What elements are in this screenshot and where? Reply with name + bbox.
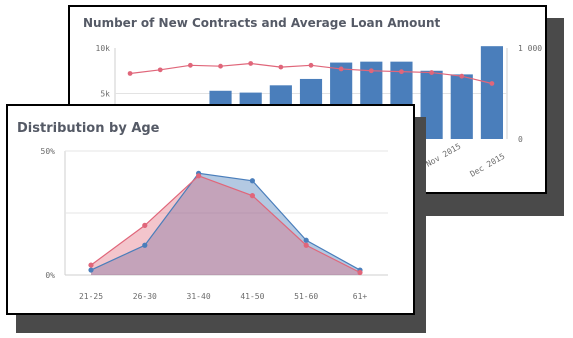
age-y-tick: 0%: [45, 271, 55, 280]
age-series-point: [88, 267, 94, 273]
contracts-x-tick: Nov 2015: [425, 142, 463, 169]
contracts-line-point: [157, 67, 163, 73]
contracts-y2-tick: 0: [518, 135, 523, 144]
contracts-y-tick: 10k: [96, 44, 111, 53]
age-series-point: [303, 237, 309, 243]
contracts-line-point: [187, 62, 193, 68]
age-y-tick: 50%: [41, 147, 56, 156]
contracts-y2-tick: 1 000: [518, 44, 542, 53]
contracts-x-tick: Dec 2015: [469, 152, 507, 179]
contracts-line-point: [489, 81, 495, 86]
age-card: Distribution by Age 50% 0% 21-25 26-30 31-40…: [6, 104, 415, 315]
age-series-line: [90, 175, 361, 274]
contracts-chart-title: Number of New Contracts and Average Loan…: [83, 16, 441, 30]
age-series-point: [249, 193, 255, 199]
age-chart: 50% 0% 21-25 26-30 31-40 41-50 51-60 61+: [41, 147, 388, 301]
age-series-point: [142, 222, 148, 228]
contracts-bar: [420, 70, 443, 139]
contracts-line-point: [308, 62, 314, 68]
age-series-point: [303, 242, 309, 248]
age-series-point: [196, 173, 202, 179]
age-x-tick: 41-50: [240, 292, 264, 301]
age-series-area: [91, 175, 360, 275]
contracts-line-point: [459, 73, 465, 79]
contracts-y-tick: 5k: [100, 90, 110, 99]
age-series-point: [249, 178, 255, 184]
contracts-line-point: [218, 63, 223, 69]
age-series-point: [142, 242, 148, 248]
age-x-tick: 21-25: [79, 292, 103, 301]
contracts-line-point: [368, 68, 374, 74]
age-x-tick: 61+: [353, 292, 368, 301]
contracts-line-point: [338, 66, 344, 72]
contracts-line-point: [278, 64, 284, 70]
contracts-bar: [480, 46, 503, 139]
age-x-tick: 51-60: [294, 292, 318, 301]
age-x-tick: 26-30: [133, 292, 157, 301]
contracts-bar: [450, 74, 473, 139]
age-series-point: [357, 269, 363, 276]
age-x-tick: 31-40: [187, 292, 211, 301]
contracts-line-point: [429, 70, 435, 75]
age-series-point: [88, 262, 94, 268]
age-chart-title: Distribution by Age: [17, 121, 160, 136]
age-series-line: [90, 172, 361, 271]
contracts-line-point: [248, 61, 254, 66]
age-series-area: [91, 173, 360, 275]
contracts-line-point: [127, 71, 133, 76]
contracts-line-point: [399, 69, 404, 75]
